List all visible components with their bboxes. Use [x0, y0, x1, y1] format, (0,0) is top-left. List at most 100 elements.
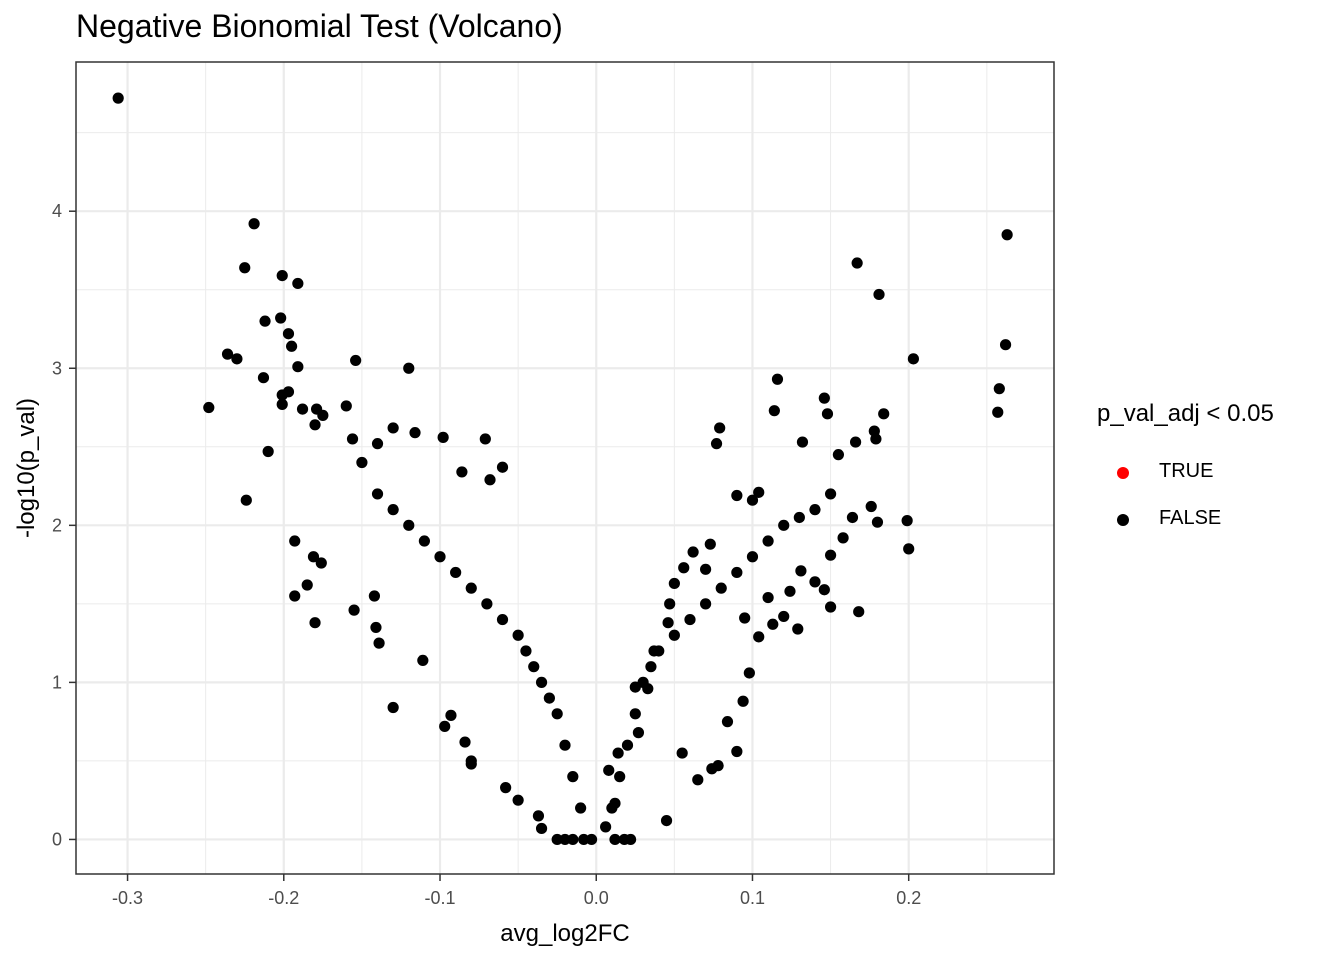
data-point — [676, 747, 688, 759]
data-point — [437, 431, 449, 443]
data-point — [520, 645, 532, 657]
data-point — [578, 833, 590, 846]
major-gridlines — [76, 62, 1054, 874]
data-point — [778, 610, 790, 623]
data-point — [445, 709, 457, 721]
y-axis-ticks: 0 1 2 3 4 — [52, 201, 76, 849]
x-tick-label: 0.0 — [584, 888, 609, 908]
data-point — [992, 406, 1004, 418]
data-point — [993, 383, 1005, 395]
data-point — [528, 661, 540, 673]
data-point — [721, 716, 734, 728]
data-point — [257, 372, 270, 384]
data-point — [371, 488, 384, 500]
data-point — [907, 353, 919, 365]
data-point — [434, 551, 446, 563]
data-point — [632, 727, 645, 739]
data-point — [112, 92, 124, 104]
data-point — [687, 546, 699, 558]
data-point — [276, 270, 288, 282]
data-point — [762, 535, 774, 547]
data-point — [289, 590, 301, 602]
data-point — [368, 590, 380, 602]
data-point — [465, 758, 477, 770]
data-point — [903, 543, 915, 555]
legend-title: p_val_adj < 0.05 — [1097, 400, 1274, 427]
data-point — [289, 535, 301, 547]
data-point — [301, 579, 313, 591]
panel-border — [75, 61, 1055, 875]
data-point — [496, 461, 509, 473]
data-point — [418, 535, 430, 547]
data-point — [771, 373, 784, 385]
data-point — [853, 606, 865, 618]
data-point — [262, 445, 274, 458]
data-point — [846, 511, 859, 524]
data-point — [317, 409, 329, 421]
data-point — [796, 436, 809, 448]
data-point — [387, 701, 399, 714]
x-tick-label: 0.1 — [740, 888, 765, 908]
data-point — [285, 340, 298, 352]
data-point — [465, 582, 477, 594]
data-point — [532, 810, 545, 822]
legend-item-false: FALSE — [1097, 499, 1274, 546]
data-point — [746, 494, 759, 506]
data-point — [609, 833, 621, 846]
data-point — [871, 516, 884, 528]
data-point — [276, 389, 288, 401]
data-point — [731, 745, 743, 758]
data-point — [678, 562, 690, 574]
data-point — [700, 598, 712, 610]
data-point — [762, 591, 774, 604]
data-point — [621, 739, 634, 751]
data-point — [403, 362, 415, 374]
data-point — [240, 494, 252, 506]
data-point — [259, 315, 271, 327]
data-point — [535, 676, 548, 688]
data-point — [567, 771, 579, 783]
legend-dot-true-icon — [1117, 467, 1129, 479]
legend-item-true: TRUE — [1097, 452, 1274, 499]
data-point — [417, 654, 429, 666]
legend-label-false: FALSE — [1159, 507, 1222, 529]
legend-label-true: TRUE — [1159, 460, 1214, 482]
data-point — [456, 466, 468, 478]
data-point — [575, 802, 587, 814]
data-point — [292, 361, 304, 373]
data-point — [479, 433, 491, 445]
data-point — [282, 328, 295, 340]
data-point — [512, 794, 524, 806]
data-point — [999, 339, 1012, 351]
data-point — [484, 474, 496, 486]
data-point — [731, 489, 743, 502]
y-tick-label: 2 — [52, 515, 62, 535]
data-point — [370, 621, 382, 634]
y-axis-title: -log10(p_val) — [13, 398, 40, 538]
data-point — [496, 613, 509, 626]
data-point — [350, 354, 362, 367]
data-point — [559, 739, 571, 751]
data-point — [660, 814, 673, 827]
data-point — [818, 584, 830, 596]
data-point — [203, 401, 215, 414]
data-point — [715, 582, 727, 594]
data-point — [629, 708, 641, 720]
data-point — [459, 736, 471, 748]
y-tick-label: 4 — [52, 201, 62, 221]
data-point — [292, 277, 304, 290]
data-point — [793, 511, 805, 524]
data-point — [873, 288, 885, 301]
data-point — [387, 422, 399, 434]
data-points — [112, 92, 1013, 846]
data-point — [340, 400, 352, 412]
data-point — [612, 747, 624, 759]
data-point — [231, 353, 243, 365]
data-point — [606, 802, 618, 814]
data-point — [743, 667, 755, 679]
data-point — [870, 433, 882, 445]
data-point — [346, 433, 359, 445]
data-point — [664, 598, 676, 610]
data-point — [714, 422, 726, 434]
